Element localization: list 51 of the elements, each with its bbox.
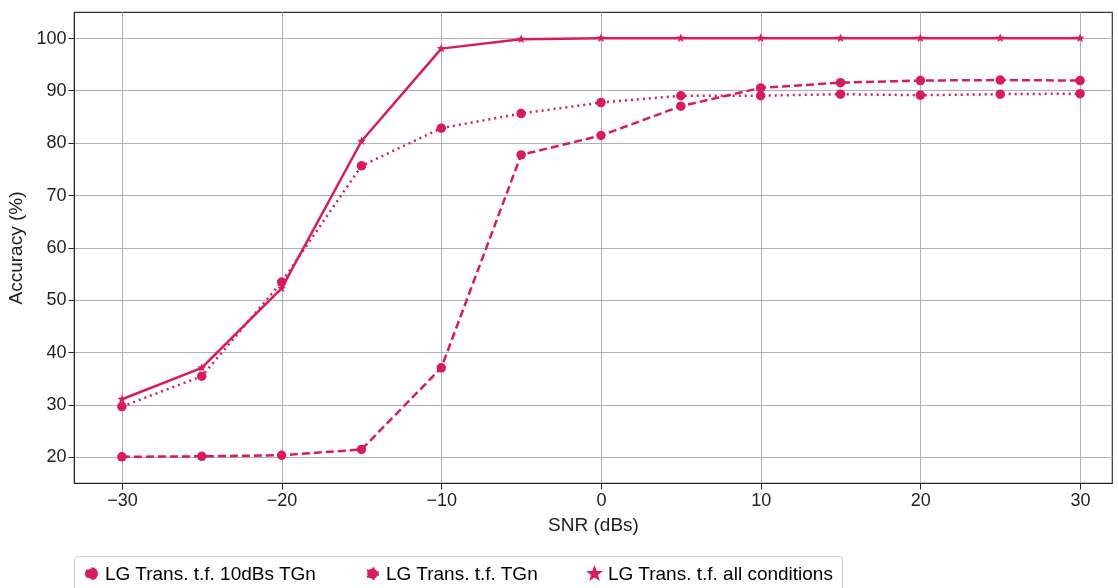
y-tick-label: 90 [46,80,67,100]
point [436,43,446,53]
point [995,89,1005,99]
y-tick-label: 20 [46,446,67,467]
x-tick-label: −30 [107,489,138,510]
point [835,89,846,99]
x-tick-label: 0 [596,489,607,510]
point [995,75,1005,85]
y-tick-label: 50 [46,289,67,310]
point [197,451,207,462]
legend-label: LG Trans. t.f. TGn [386,562,538,584]
point [1075,75,1085,86]
point [356,161,367,171]
point [596,97,606,108]
x-tick-label: −20 [266,489,298,510]
point [915,33,925,42]
point [436,363,447,373]
point [356,136,366,146]
point [676,101,686,111]
y-tick-label: 60 [46,237,67,257]
x-tick-label: 10 [751,489,772,510]
point [436,123,447,133]
point [1075,88,1085,99]
y-tick-label: 100 [36,27,67,48]
point [276,277,287,287]
y-tick-label: 40 [46,341,67,362]
point [676,91,686,101]
point [755,91,766,101]
point [516,108,526,119]
point [915,75,926,86]
point [197,363,207,372]
y-tick-label: 70 [46,184,67,205]
y-tick-label: 30 [46,394,67,414]
point [117,401,127,412]
x-tick-label: 30 [1070,489,1091,510]
point [915,90,926,100]
point [596,130,606,141]
point [356,444,367,455]
y-tick-label: 80 [46,132,67,153]
point [197,371,207,381]
y-axis-title: Accuracy (%) [5,191,27,305]
point [117,452,127,462]
point [836,33,846,42]
legend-label: LG Trans. t.f. all conditions [608,562,833,584]
point [516,150,526,160]
x-tick-label: −10 [426,489,458,510]
point [276,450,287,460]
x-axis-title: SNR (dBs) [548,513,639,535]
legend-label: LG Trans. t.f. 10dBs TGn [105,562,316,584]
point [835,77,846,88]
x-tick-label: 20 [910,489,931,510]
